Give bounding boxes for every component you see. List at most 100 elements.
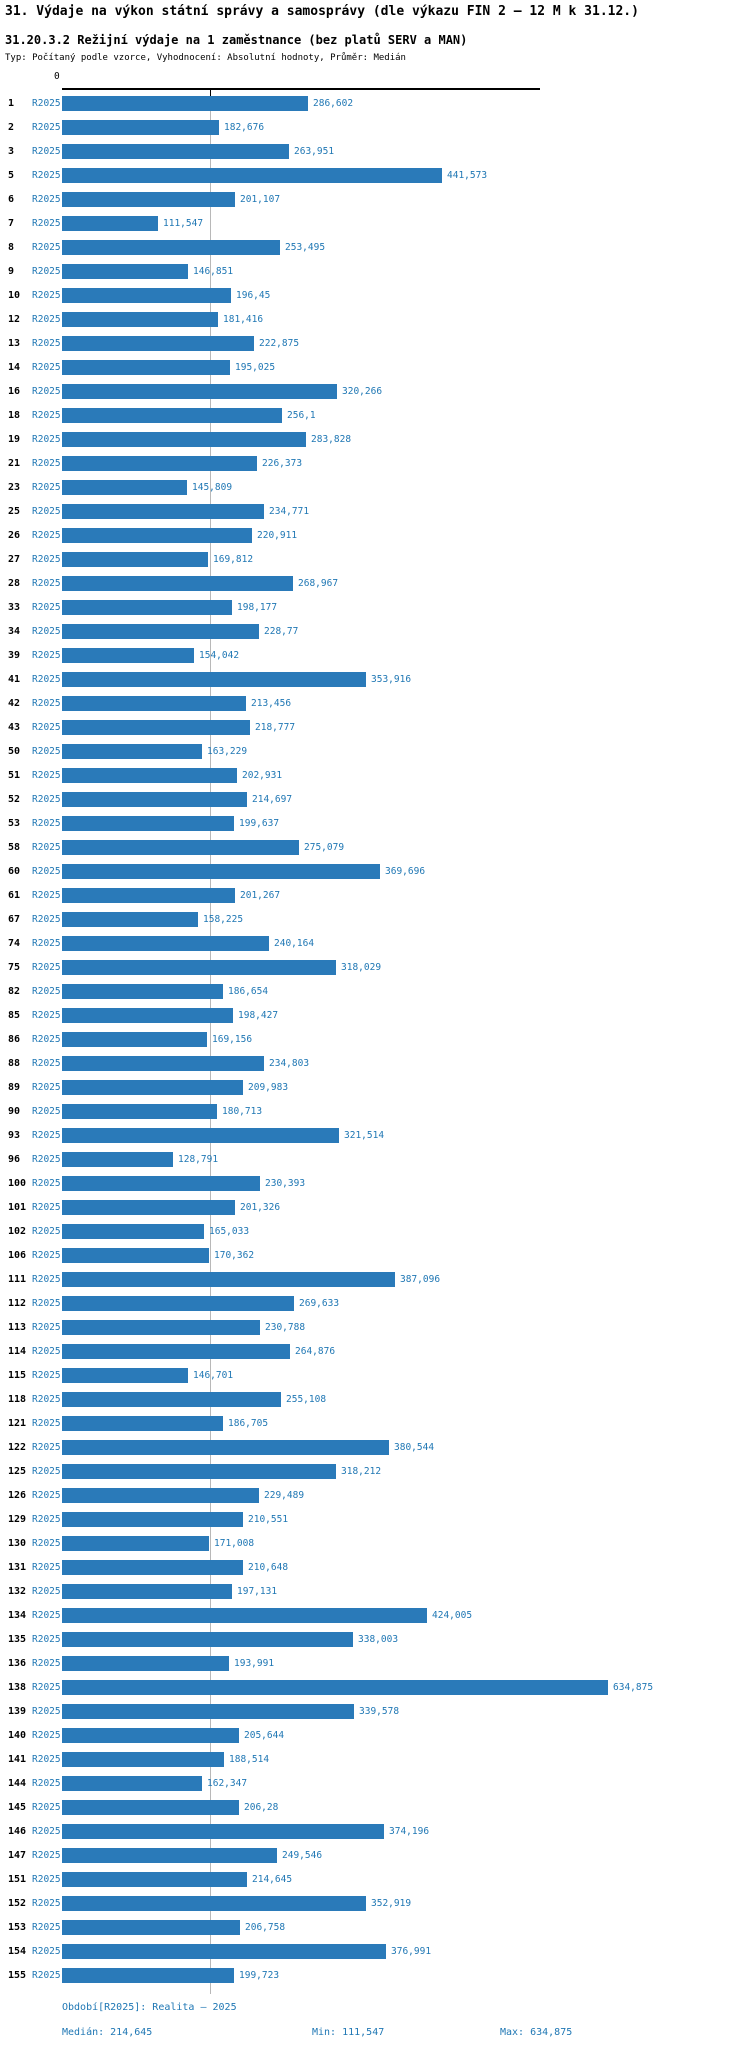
chart-row: 53 R2025 199,637 [0,812,750,836]
row-number: 89 [8,1082,21,1093]
value-label: 209,983 [248,1082,289,1093]
series-label: R2025 [32,770,61,781]
chart-row: 39 R2025 154,042 [0,644,750,668]
row-number: 8 [8,242,15,253]
series-label: R2025 [32,1970,61,1981]
chart-row: 34 R2025 228,77 [0,620,750,644]
chart-row: 136 R2025 193,991 [0,1652,750,1676]
value-bar [62,1272,395,1287]
value-label: 202,931 [242,770,283,781]
value-label: 145,809 [192,482,233,493]
chart-row: 100 R2025 230,393 [0,1172,750,1196]
series-label: R2025 [32,890,61,901]
value-bar [62,216,158,231]
row-number: 125 [8,1466,27,1477]
value-bar [62,1224,204,1239]
series-label: R2025 [32,602,61,613]
chart-row: 16 R2025 320,266 [0,380,750,404]
row-number: 53 [8,818,21,829]
value-label: 196,45 [236,290,271,301]
value-bar [62,1824,384,1839]
value-label: 226,373 [262,458,303,469]
row-number: 145 [8,1802,27,1813]
value-label: 213,456 [251,698,292,709]
value-bar [62,120,219,135]
series-label: R2025 [32,1202,61,1213]
value-label: 264,876 [295,1346,336,1357]
value-label: 424,005 [432,1610,473,1621]
series-label: R2025 [32,1586,61,1597]
chart-row: 19 R2025 283,828 [0,428,750,452]
value-bar [62,1488,259,1503]
x-axis-line [62,88,540,90]
chart-row: 13 R2025 222,875 [0,332,750,356]
chart-row: 26 R2025 220,911 [0,524,750,548]
value-label: 234,771 [269,506,310,517]
series-label: R2025 [32,1154,61,1165]
chart-row: 7 R2025 111,547 [0,212,750,236]
value-label: 205,644 [244,1730,285,1741]
value-label: 634,875 [613,1682,654,1693]
chart-row: 8 R2025 253,495 [0,236,750,260]
value-label: 220,911 [257,530,298,541]
value-label: 146,701 [193,1370,234,1381]
chart-row: 115 R2025 146,701 [0,1364,750,1388]
chart-row: 93 R2025 321,514 [0,1124,750,1148]
value-label: 268,967 [298,578,339,589]
row-number: 26 [8,530,21,541]
series-label: R2025 [32,1106,61,1117]
chart-row: 132 R2025 197,131 [0,1580,750,1604]
value-label: 228,77 [264,626,299,637]
series-label: R2025 [32,1874,61,1885]
value-bar [62,552,208,567]
value-bar [62,1416,223,1431]
page-title: 31. Výdaje na výkon státní správy a samo… [5,4,639,19]
row-number: 93 [8,1130,21,1141]
series-label: R2025 [32,938,61,949]
value-bar [62,1200,235,1215]
row-number: 13 [8,338,21,349]
value-bar [62,768,237,783]
row-number: 85 [8,1010,21,1021]
value-bar [62,600,232,615]
value-bar [62,480,187,495]
chart-row: 28 R2025 268,967 [0,572,750,596]
value-label: 263,951 [294,146,335,157]
series-label: R2025 [32,1058,61,1069]
value-bar [62,648,194,663]
value-bar [62,1344,290,1359]
chart-row: 60 R2025 369,696 [0,860,750,884]
chart-row: 42 R2025 213,456 [0,692,750,716]
series-label: R2025 [32,986,61,997]
row-number: 21 [8,458,21,469]
row-number: 96 [8,1154,21,1165]
row-number: 138 [8,1682,27,1693]
value-bar [62,1104,217,1119]
value-label: 275,079 [304,842,345,853]
row-number: 144 [8,1778,27,1789]
row-number: 18 [8,410,21,421]
series-label: R2025 [32,1754,61,1765]
series-label: R2025 [32,218,61,229]
value-label: 197,131 [237,1586,278,1597]
value-bar [62,1704,354,1719]
indicator-subtitle: 31.20.3.2 Režijní výdaje na 1 zaměstnanc… [5,33,468,47]
row-number: 25 [8,506,21,517]
row-number: 82 [8,986,21,997]
chart-row: 2 R2025 182,676 [0,116,750,140]
value-bar [62,624,259,639]
row-number: 121 [8,1418,27,1429]
value-bar [62,1728,239,1743]
value-label: 182,676 [224,122,265,133]
row-number: 52 [8,794,21,805]
row-number: 2 [8,122,15,133]
value-label: 195,025 [235,362,276,373]
chart-row: 96 R2025 128,791 [0,1148,750,1172]
row-number: 7 [8,218,15,229]
series-label: R2025 [32,1082,61,1093]
value-bar [62,1440,389,1455]
value-bar [62,1608,427,1623]
chart-row: 135 R2025 338,003 [0,1628,750,1652]
row-number: 153 [8,1922,27,1933]
value-label: 186,705 [228,1418,269,1429]
